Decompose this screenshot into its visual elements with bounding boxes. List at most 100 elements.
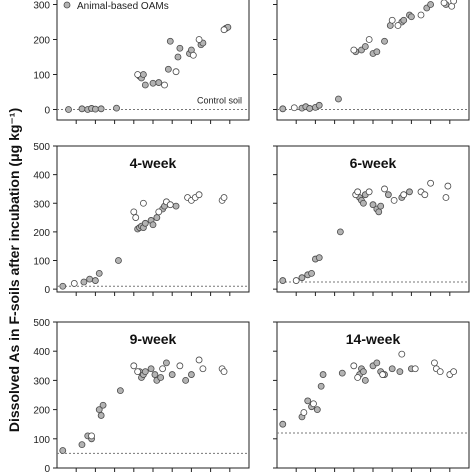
data-point xyxy=(95,269,103,277)
data-point xyxy=(78,441,86,449)
data-point xyxy=(427,1,435,8)
data-point xyxy=(279,277,287,284)
data-point xyxy=(390,196,398,204)
data-point xyxy=(381,37,388,45)
data-point xyxy=(174,53,182,61)
panel-grid: 0 100 200 300 Control soil Animal-based OAMs 0… xyxy=(33,0,470,474)
y-tick-label: 300 xyxy=(33,1,50,12)
data-point xyxy=(365,188,373,196)
baseline-annotation: Control soil xyxy=(197,96,242,106)
data-point xyxy=(394,22,402,29)
y-tick-label: 0 xyxy=(44,285,50,296)
legend-label: Animal-based OAMs xyxy=(77,1,169,12)
data-point xyxy=(300,409,308,416)
data-point xyxy=(187,371,195,378)
data-point xyxy=(95,406,103,414)
data-point xyxy=(195,356,203,364)
data-point xyxy=(361,376,369,384)
data-point xyxy=(310,400,317,408)
data-point xyxy=(388,365,396,373)
y-tick-label: 500 xyxy=(33,142,50,153)
data-point xyxy=(373,48,381,56)
y-tick-label: 100 xyxy=(33,435,50,446)
plot-frame xyxy=(276,0,470,121)
panel-title: 9-week xyxy=(130,331,177,347)
data-point xyxy=(354,188,362,196)
data-point xyxy=(450,0,458,5)
data-point xyxy=(86,275,94,283)
data-point xyxy=(350,46,358,54)
data-point xyxy=(176,44,184,52)
data-point xyxy=(134,368,142,376)
data-point xyxy=(65,106,72,113)
data-point xyxy=(306,105,314,112)
data-point xyxy=(406,188,413,196)
data-point xyxy=(172,68,180,76)
data-point xyxy=(88,432,95,440)
data-point xyxy=(99,401,107,409)
data-point xyxy=(168,371,176,378)
chart-panel-9-week: 0 100 200 300 400 500 9-week xyxy=(33,318,250,474)
data-point xyxy=(304,397,312,405)
y-tick-label: 0 xyxy=(44,106,50,117)
data-point xyxy=(279,420,287,428)
data-point xyxy=(130,362,138,370)
data-point xyxy=(298,274,306,282)
data-point xyxy=(359,199,367,207)
y-tick-label: 100 xyxy=(33,257,50,268)
data-point xyxy=(149,79,157,87)
data-point xyxy=(80,278,88,286)
data-point xyxy=(115,257,122,264)
data-point xyxy=(116,387,124,395)
data-point xyxy=(400,16,408,24)
data-point xyxy=(440,0,448,7)
data-point xyxy=(97,105,105,113)
data-point xyxy=(317,382,325,390)
data-point xyxy=(195,191,203,199)
y-tick-label: 400 xyxy=(33,347,50,358)
data-point xyxy=(141,368,149,376)
data-point xyxy=(381,185,388,193)
data-point xyxy=(396,368,404,376)
data-point xyxy=(354,374,362,381)
data-point xyxy=(70,280,78,287)
data-point xyxy=(176,362,184,370)
data-point xyxy=(139,199,147,207)
data-point xyxy=(159,365,167,373)
y-tick-label: 300 xyxy=(33,199,50,210)
chart-panel-14-week: 14-week xyxy=(273,321,470,472)
y-tick-label: 200 xyxy=(33,228,50,239)
y-tick-label: 0 xyxy=(44,464,50,474)
data-point xyxy=(141,219,149,227)
data-point xyxy=(164,65,172,73)
legend-marker xyxy=(63,1,71,9)
data-point xyxy=(189,51,197,59)
data-point xyxy=(166,201,174,209)
data-point xyxy=(375,208,383,216)
chart-panel-panel-2 xyxy=(273,0,470,124)
y-tick-label: 500 xyxy=(33,318,50,329)
data-point xyxy=(97,412,105,419)
panel-title: 4-week xyxy=(130,155,177,171)
data-point xyxy=(292,277,300,284)
data-point xyxy=(155,208,163,216)
data-point xyxy=(400,191,408,199)
y-tick-label: 300 xyxy=(33,376,50,387)
y-tick-label: 200 xyxy=(33,406,50,417)
data-point xyxy=(398,350,406,358)
data-point xyxy=(407,13,415,21)
data-point xyxy=(199,365,207,373)
data-point xyxy=(338,369,346,377)
data-point xyxy=(141,81,149,89)
data-point xyxy=(172,202,180,210)
data-point xyxy=(442,194,450,201)
panel-title: 14-week xyxy=(346,331,401,347)
data-point xyxy=(182,376,190,384)
data-point xyxy=(431,359,438,367)
data-point xyxy=(379,371,387,378)
data-point xyxy=(92,277,99,284)
data-point xyxy=(315,254,323,262)
data-point xyxy=(132,214,140,221)
data-point xyxy=(436,368,444,376)
